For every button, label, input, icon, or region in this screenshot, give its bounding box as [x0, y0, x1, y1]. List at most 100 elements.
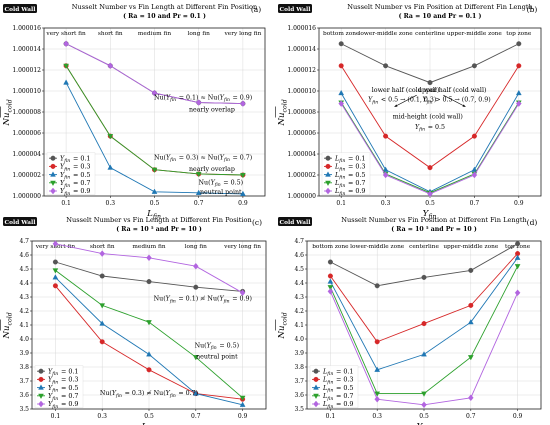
y-tick-label: 1.000014	[287, 46, 316, 53]
top-zone-label: top zone	[505, 244, 531, 250]
cold-wall-badge-text: Cold Wall	[280, 7, 312, 13]
legend-marker	[325, 187, 331, 195]
legend-entry: Yfin = 0.3	[60, 163, 91, 173]
y-tick-label: 4.4	[294, 280, 304, 287]
y-tick-label: 1.000008	[287, 109, 316, 116]
data-point	[99, 339, 105, 345]
data-point	[107, 164, 114, 170]
annotation-arrow	[443, 94, 466, 108]
series-5	[338, 100, 522, 198]
series-1	[327, 241, 521, 289]
annotation-text: Nu(Yfin = 0.3) ≉ Nu(Yfin = 0.7)	[100, 390, 198, 399]
y-axis-label: Nucold	[277, 311, 288, 339]
top-zone-label: upper-middle zone	[443, 244, 498, 250]
data-point	[327, 259, 333, 265]
series-2	[52, 283, 246, 402]
legend-entry: Lfin = 0.9	[334, 187, 366, 197]
legend-entry: Lfin = 0.3	[334, 163, 366, 173]
chart-title: Nusselt Number vs Fin Position at Differ…	[347, 3, 533, 11]
x-tick-label: 0.1	[51, 413, 61, 420]
data-point	[146, 367, 152, 373]
legend-entry: Yfin = 0.9	[48, 400, 79, 410]
data-point	[327, 285, 334, 291]
data-point	[99, 320, 106, 326]
data-point	[240, 172, 246, 179]
y-tick-label: 3.7	[294, 378, 304, 385]
x-tick-label: 0.9	[238, 413, 248, 420]
top-zone-label: very long fin	[223, 31, 261, 37]
data-point	[382, 171, 389, 179]
top-zone-label: short fin	[90, 244, 115, 250]
data-point	[383, 63, 389, 69]
data-point	[338, 63, 344, 69]
data-point	[63, 40, 69, 48]
data-point	[374, 395, 380, 403]
data-point	[52, 274, 59, 280]
y-tick-label: 4.6	[19, 252, 29, 259]
x-tick-label: 0.5	[150, 200, 160, 207]
data-point	[514, 289, 521, 297]
data-point	[427, 165, 433, 171]
chart-subtitle: ( Ra = 10 and Pr = 0.1 )	[123, 13, 206, 20]
legend-entry: Yfin = 0.1	[60, 154, 91, 164]
y-axis-label: Nucold	[2, 311, 13, 339]
cold-wall-badge-text: Cold Wall	[280, 220, 312, 226]
data-point	[421, 274, 427, 280]
data-point	[468, 302, 474, 308]
series-4	[327, 264, 521, 397]
chart-panel-4: 3.5 3.6 3.7 3.8 3.9 4.0 4.1 4.2 4.3 4.4 4.5 4.6 4.7 0…	[275, 216, 542, 425]
y-axis-label: Nucold	[277, 98, 288, 126]
annotation-text: Nu(Yfin = 0.3) ≈ Nu(Yfin = 0.7)	[154, 154, 252, 163]
legend-marker	[313, 376, 319, 382]
top-zone-label: lower-middle zone	[350, 244, 405, 250]
data-point	[515, 241, 521, 247]
x-tick-label: 0.9	[238, 200, 248, 207]
cold-wall-badge-text: Cold Wall	[5, 7, 37, 13]
legend-marker	[38, 393, 44, 399]
annotation-text: Nu(Yfin = 0.5)	[195, 342, 240, 351]
legend-marker	[325, 163, 331, 169]
data-point	[427, 80, 433, 86]
top-zone-label: centerline	[409, 244, 439, 250]
y-tick-label: 3.8	[294, 364, 304, 371]
data-point	[99, 273, 105, 279]
data-point	[421, 401, 427, 409]
panel-label: (c)	[252, 218, 262, 227]
data-point	[107, 134, 114, 140]
legend-marker	[325, 155, 331, 161]
annotation-text: Nu(Yfin = 0.1) ≉ Nu(Yfin = 0.9)	[154, 296, 252, 305]
data-point	[239, 289, 246, 297]
series-5	[63, 40, 246, 107]
y-tick-label: 1.000004	[287, 151, 316, 158]
panel-label: (b)	[527, 5, 538, 14]
y-tick-label: 1.000006	[12, 130, 41, 137]
y-tick-label: 1.000002	[287, 172, 316, 179]
x-tick-label: 0.1	[326, 413, 336, 420]
data-point	[421, 321, 427, 327]
top-zone-label: bottom zone	[312, 244, 349, 250]
data-point	[193, 284, 199, 290]
data-point	[327, 278, 334, 284]
x-tick-label: 0.7	[466, 413, 476, 420]
legend-box	[46, 152, 96, 195]
series-5	[52, 240, 246, 297]
series-3	[52, 274, 246, 407]
chart-subtitle: ( Ra = 10 ⁵ and Pr = 10 )	[116, 226, 202, 233]
y-tick-label: 1.000012	[287, 67, 316, 74]
series-3	[63, 79, 246, 196]
y-tick-label: 3.6	[294, 392, 304, 399]
top-zone-label: long fin	[185, 244, 207, 250]
x-tick-label: 0.5	[425, 200, 435, 207]
legend-entry: Yfin = 0.1	[48, 367, 79, 377]
top-zone-label: centerline	[415, 31, 445, 37]
y-tick-label: 1.000014	[12, 46, 41, 53]
y-tick-label: 4.3	[19, 294, 29, 301]
cold-wall-badge	[3, 217, 37, 226]
chart-title: Nusselt Number vs Fin Length at Differen…	[72, 3, 258, 11]
legend-marker	[325, 180, 331, 186]
x-tick-label: 0.9	[513, 413, 523, 420]
legend-entry: Yfin = 0.5	[48, 384, 79, 394]
